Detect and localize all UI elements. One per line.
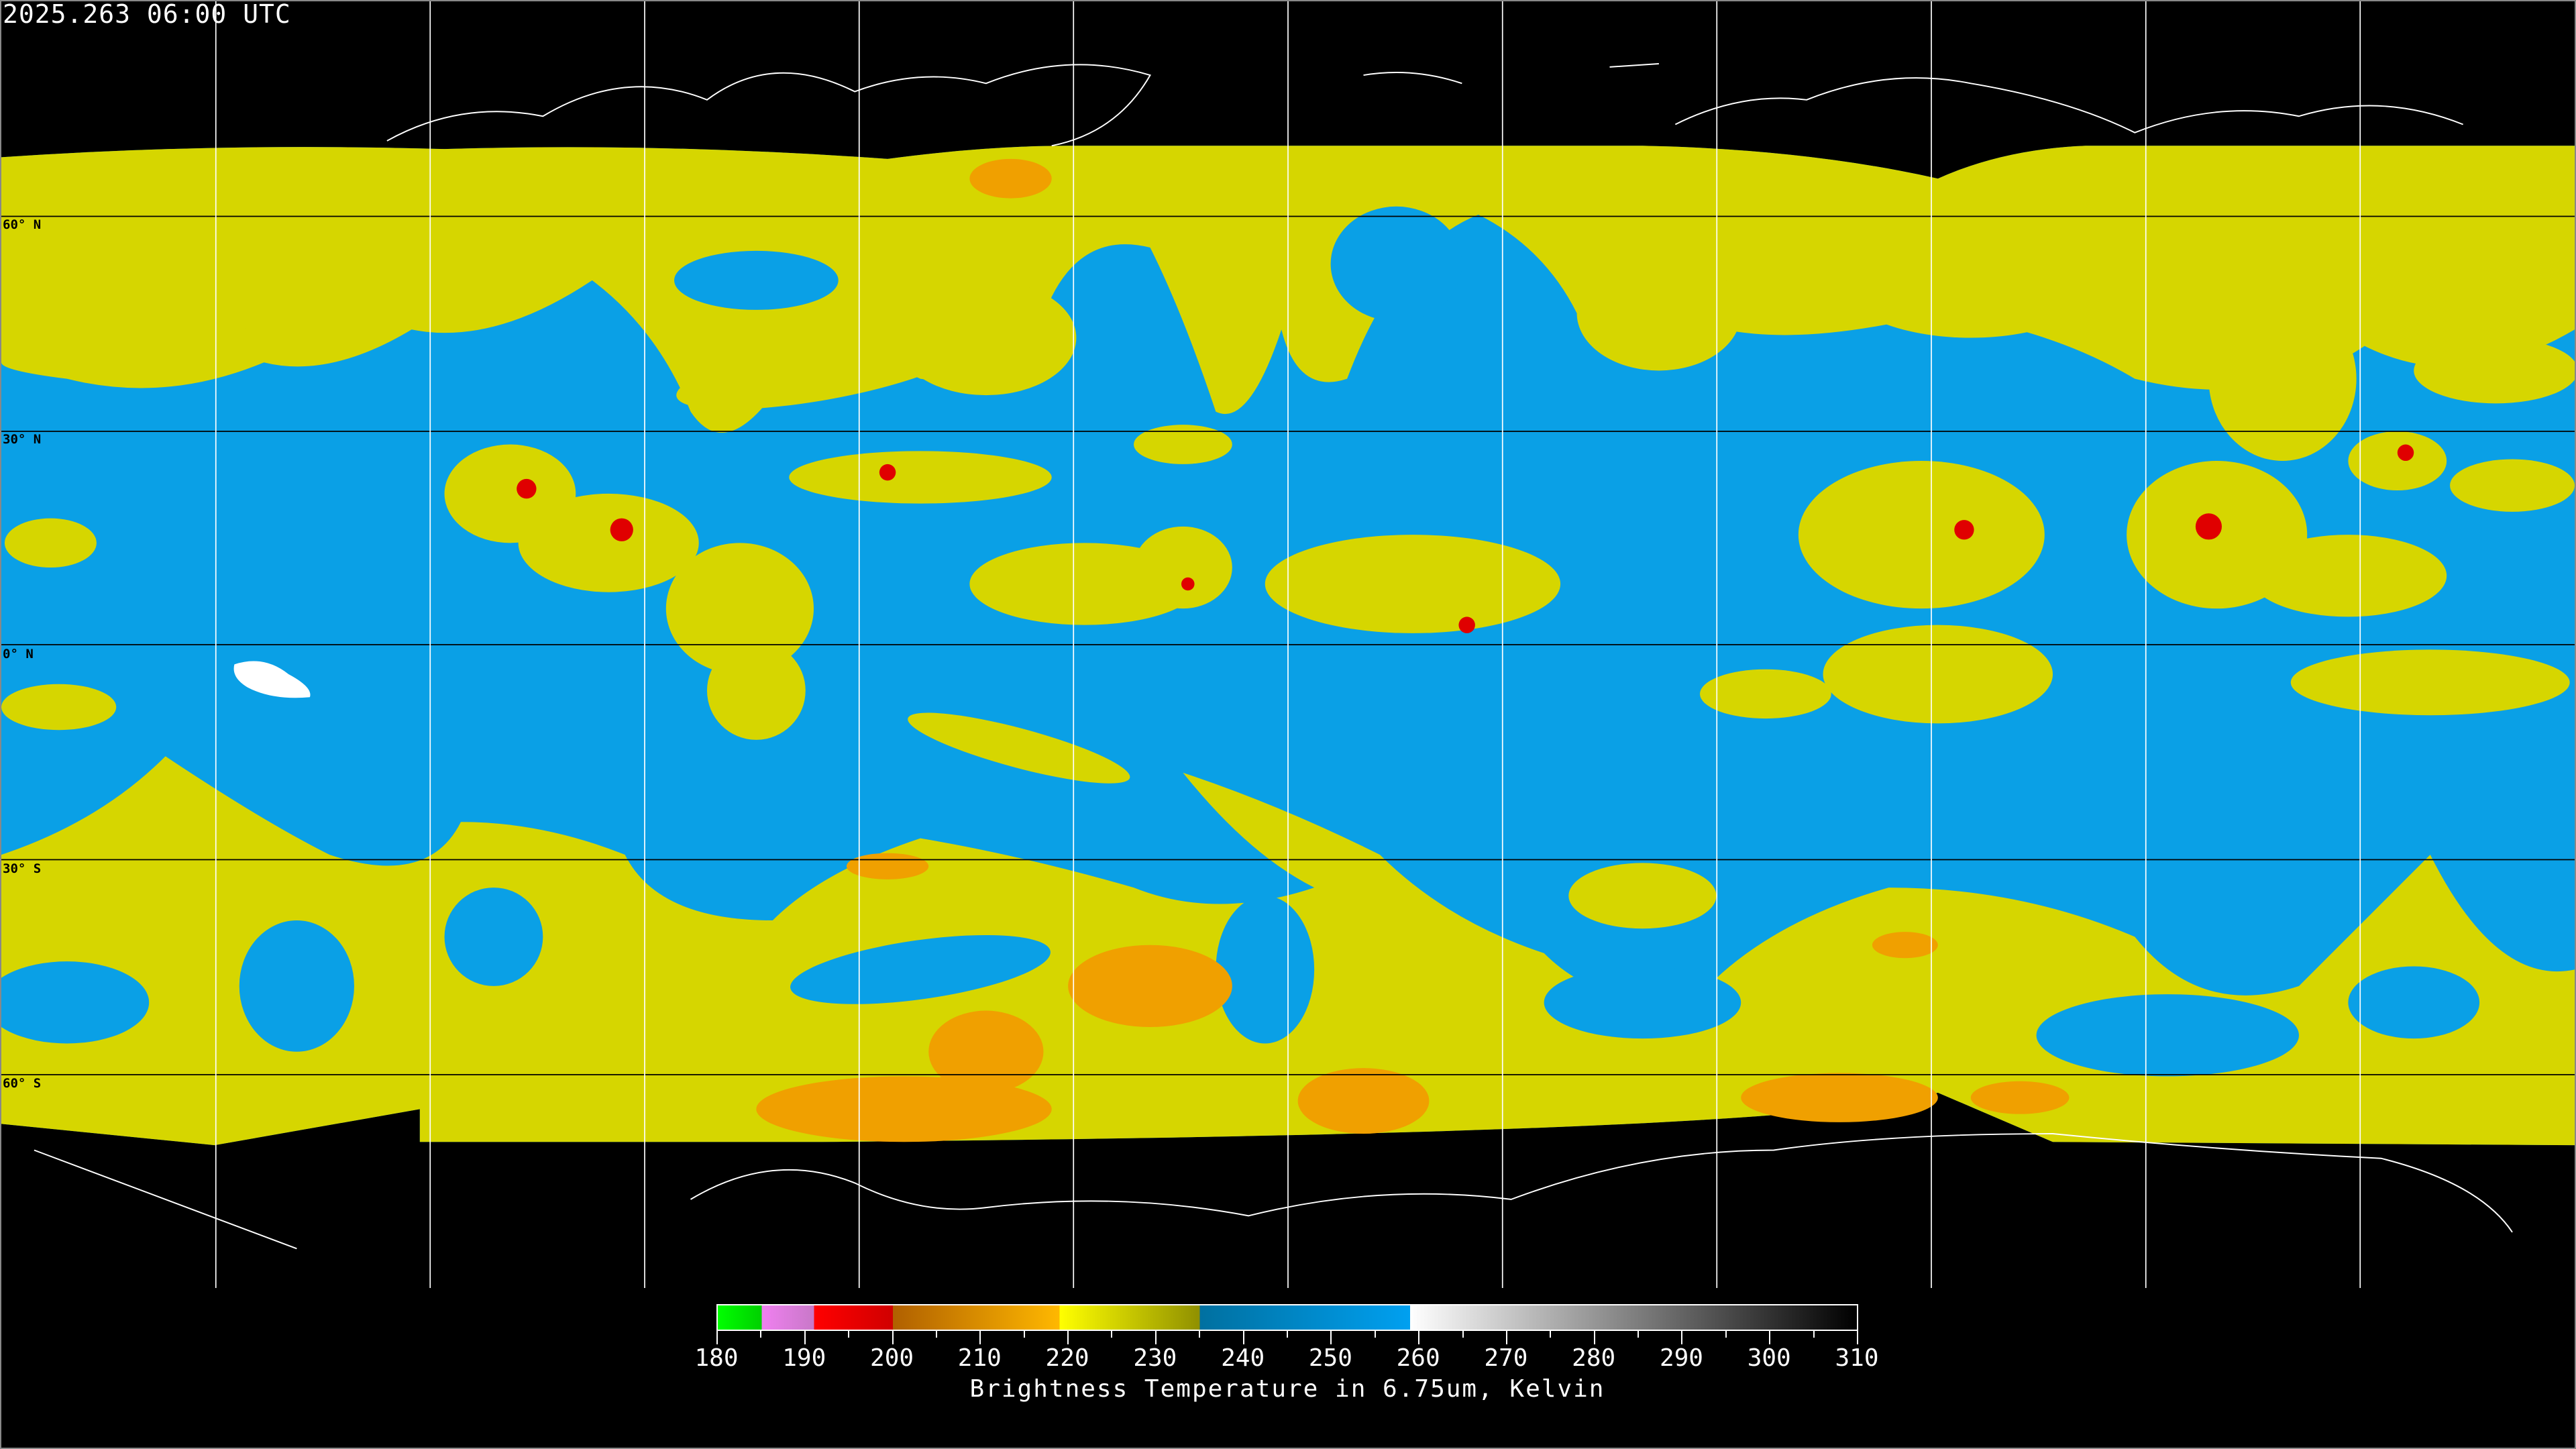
colorbar-tick — [1418, 1331, 1420, 1344]
timestamp-title: 2025.263 06:00 UTC — [3, 0, 291, 29]
colorbar-tick — [1857, 1331, 1858, 1344]
deep-convection-spots — [517, 444, 2414, 633]
colorbar-tick — [1813, 1331, 1815, 1338]
water-vapor-map — [1, 1, 2575, 1288]
cloud-patch-white — [233, 661, 311, 698]
colorbar-tick — [804, 1331, 806, 1344]
longitude-lines — [215, 1, 2361, 1288]
lat-label-60n: 60° N — [3, 217, 42, 232]
colorbar-tick — [1111, 1331, 1113, 1338]
colorbar-tick — [1287, 1331, 1288, 1338]
colorbar-tick — [979, 1331, 981, 1344]
colorbar-tick-label: 290 — [1659, 1344, 1703, 1372]
colorbar-tick — [1550, 1331, 1552, 1338]
colorbar-tick — [892, 1331, 894, 1344]
colorbar-tick-label: 180 — [694, 1344, 739, 1372]
lat-label-30n: 30° N — [3, 432, 42, 447]
colorbar-tick — [935, 1331, 937, 1338]
colorbar-tick — [1769, 1331, 1771, 1344]
colorbar-tick — [1199, 1331, 1201, 1338]
colorbar-tick-label: 260 — [1396, 1344, 1440, 1372]
colorbar-tick — [848, 1331, 850, 1338]
colorbar — [716, 1304, 1858, 1331]
colorbar-tick-label: 280 — [1572, 1344, 1616, 1372]
lat-label-60s: 60° S — [3, 1076, 42, 1091]
lat-label-30s: 30° S — [3, 861, 42, 876]
colorbar-tick — [1242, 1331, 1244, 1344]
graticule — [1, 1, 2575, 1288]
colorbar-ticks — [716, 1331, 1858, 1344]
colorbar-tick — [760, 1331, 762, 1338]
colorbar-tick — [1593, 1331, 1595, 1344]
colorbar-tick — [716, 1331, 718, 1344]
colorbar-tick-label: 270 — [1484, 1344, 1528, 1372]
colorbar-tick-label: 310 — [1835, 1344, 1879, 1372]
colorbar-tick — [1462, 1331, 1464, 1338]
colorbar-tick — [1505, 1331, 1507, 1344]
colorbar-tick-label: 190 — [782, 1344, 826, 1372]
colorbar-title: Brightness Temperature in 6.75um, Kelvin — [969, 1375, 1605, 1403]
colorbar-tick-label: 220 — [1045, 1344, 1089, 1372]
colorbar-tick — [1638, 1331, 1640, 1338]
colorbar-tick-label: 240 — [1221, 1344, 1265, 1372]
colorbar-tick — [1374, 1331, 1376, 1338]
colorbar-tick-label: 230 — [1133, 1344, 1177, 1372]
polar-coastlines — [34, 62, 2513, 1250]
colorbar-tick-label: 200 — [870, 1344, 914, 1372]
colorbar-tick — [1155, 1331, 1157, 1344]
colorbar-tick — [1023, 1331, 1025, 1338]
colorbar-tick-label: 300 — [1747, 1344, 1791, 1372]
colorbar-tick-label: 250 — [1308, 1344, 1352, 1372]
clear-sky-holes — [1, 206, 2480, 1077]
colorbar-tick — [1681, 1331, 1683, 1344]
lat-label-equator: 0° N — [3, 647, 34, 661]
colorbar-tick — [1725, 1331, 1727, 1338]
colorbar-tick — [1330, 1331, 1332, 1344]
colorbar-tick-label: 210 — [957, 1344, 1002, 1372]
colorbar-tick — [1067, 1331, 1069, 1344]
